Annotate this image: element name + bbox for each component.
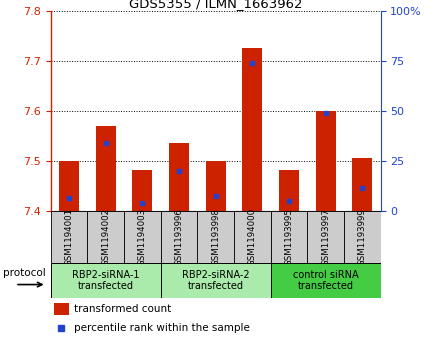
- Bar: [51, 263, 161, 298]
- Text: control siRNA
transfected: control siRNA transfected: [293, 270, 359, 291]
- Bar: [234, 211, 271, 263]
- Text: GSM1193998: GSM1193998: [211, 208, 220, 266]
- Bar: [271, 211, 307, 263]
- Bar: [197, 211, 234, 263]
- Text: GSM1193996: GSM1193996: [174, 208, 183, 266]
- Text: GSM1194002: GSM1194002: [101, 208, 110, 266]
- Bar: [161, 211, 197, 263]
- Bar: [51, 211, 87, 263]
- Bar: [315, 111, 336, 211]
- Bar: [95, 126, 116, 211]
- Bar: [307, 211, 344, 263]
- Text: GSM1194003: GSM1194003: [138, 208, 147, 266]
- Bar: [54, 303, 69, 315]
- Bar: [161, 263, 271, 298]
- Text: percentile rank within the sample: percentile rank within the sample: [74, 323, 249, 333]
- Title: GDS5355 / ILMN_1663962: GDS5355 / ILMN_1663962: [129, 0, 302, 10]
- Text: RBP2-siRNA-2
transfected: RBP2-siRNA-2 transfected: [182, 270, 249, 291]
- Text: GSM1193997: GSM1193997: [321, 208, 330, 266]
- Text: transformed count: transformed count: [74, 304, 171, 314]
- Text: RBP2-siRNA-1
transfected: RBP2-siRNA-1 transfected: [72, 270, 139, 291]
- Bar: [279, 170, 299, 211]
- Text: GSM1194001: GSM1194001: [64, 208, 73, 266]
- Text: GSM1193999: GSM1193999: [358, 208, 367, 266]
- Bar: [271, 263, 381, 298]
- Bar: [59, 161, 79, 211]
- Text: GSM1194000: GSM1194000: [248, 208, 257, 266]
- Bar: [344, 211, 381, 263]
- Bar: [124, 211, 161, 263]
- Bar: [132, 170, 152, 211]
- Bar: [242, 48, 262, 211]
- Bar: [352, 158, 372, 211]
- Bar: [205, 161, 226, 211]
- Bar: [169, 143, 189, 211]
- Bar: [87, 211, 124, 263]
- Text: protocol: protocol: [3, 268, 45, 278]
- Text: GSM1193995: GSM1193995: [284, 208, 293, 266]
